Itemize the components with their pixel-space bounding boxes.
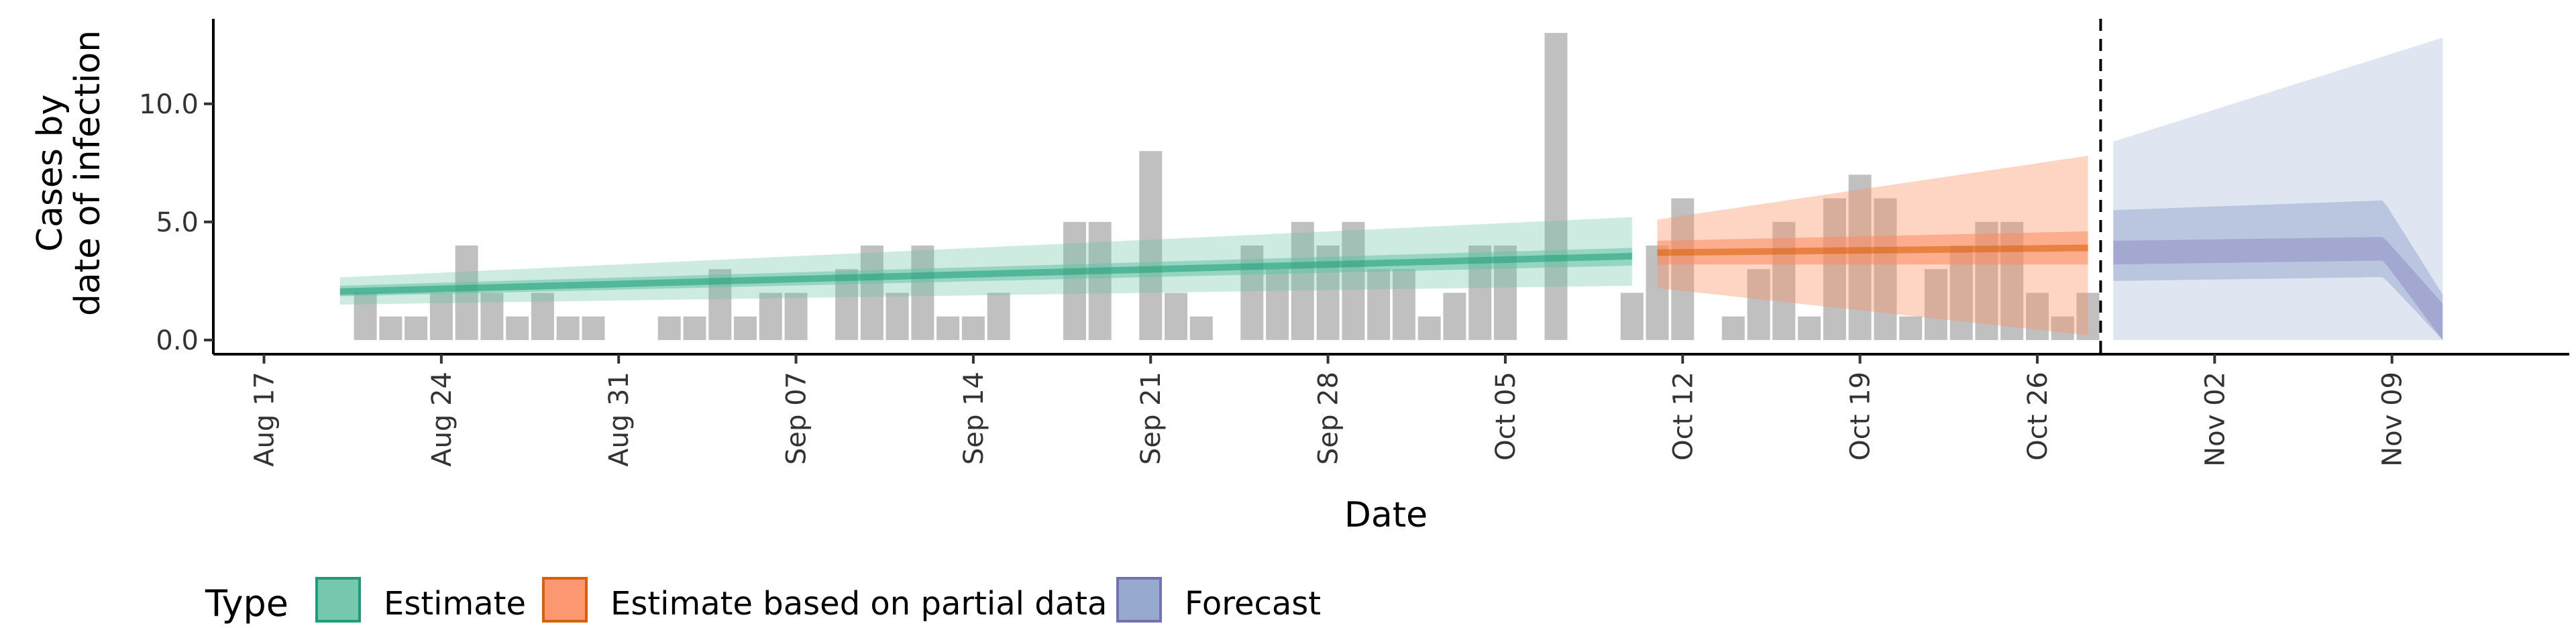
case-bar-2020-09-21 <box>1139 151 1163 340</box>
case-bar-2020-08-23 <box>405 316 428 340</box>
y-axis-title-line-1: Cases by <box>30 95 70 252</box>
case-bar-2020-09-05 <box>734 316 757 340</box>
estimate-based-on-partial-data-median-band <box>1657 244 2088 256</box>
case-bar-2020-09-02 <box>657 316 681 340</box>
case-bar-2020-08-30 <box>582 316 605 340</box>
x-axis-title: Date <box>1344 495 1428 535</box>
legend-label-forecast: Forecast <box>1185 585 1321 623</box>
legend-label-estimate-based-on-partial-data: Estimate based on partial data <box>610 585 1107 623</box>
case-bar-2020-09-23 <box>1189 316 1213 340</box>
y-axis-title: Cases by date of infection <box>30 30 108 316</box>
case-bar-2020-09-10 <box>860 246 883 340</box>
case-bar-2020-10-14 <box>1721 316 1745 340</box>
case-bar-2020-10-26 <box>2026 292 2049 340</box>
y-tick-label: 5.0 <box>156 207 199 238</box>
case-bar-2020-09-07 <box>784 292 808 340</box>
case-bar-2020-09-26 <box>1266 269 1289 340</box>
x-tick-label: Sep 28 <box>1313 372 1344 465</box>
forecast-inner-band <box>2113 200 2443 340</box>
case-bar-2020-10-18 <box>1823 198 1846 340</box>
case-bar-2020-09-29 <box>1342 221 1365 340</box>
case-bar-2020-10-27 <box>2051 316 2074 340</box>
case-bar-2020-10-28 <box>2076 292 2100 340</box>
x-tick-label: Aug 24 <box>427 372 458 467</box>
case-bar-2020-09-30 <box>1367 269 1391 340</box>
case-bar-2020-09-03 <box>683 316 706 340</box>
case-bar-2020-09-13 <box>936 316 960 340</box>
x-tick-label: Sep 14 <box>959 372 989 465</box>
case-bar-2020-10-12 <box>1671 198 1695 340</box>
case-bar-2020-10-03 <box>1443 292 1466 340</box>
case-bar-2020-10-22 <box>1924 269 1947 340</box>
case-bar-2020-10-02 <box>1417 316 1441 340</box>
case-bar-2020-08-22 <box>379 316 402 340</box>
forecast-median-band <box>2113 237 2443 340</box>
case-bar-2020-08-21 <box>354 292 377 340</box>
x-tick-label: Oct 19 <box>1845 372 1876 461</box>
case-bar-2020-08-28 <box>531 292 554 340</box>
case-bar-2020-08-27 <box>506 316 529 340</box>
x-tick-label: Nov 09 <box>2377 372 2408 467</box>
case-bar-2020-10-10 <box>1620 292 1644 340</box>
legend-key-estimate <box>315 577 361 623</box>
case-bar-2020-10-15 <box>1747 269 1770 340</box>
legend: Type Estimate Estimate based on partial d… <box>205 577 1321 625</box>
case-bar-2020-09-27 <box>1291 221 1314 340</box>
case-bar-2020-09-14 <box>961 316 985 340</box>
y-axis: 0.0 5.0 10.0 <box>139 19 215 356</box>
case-bar-2020-09-15 <box>987 292 1010 340</box>
case-bar-2020-09-12 <box>911 246 934 340</box>
forecast-outer-band <box>2113 38 2443 340</box>
y-axis-title-line-2: date of infection <box>68 30 108 316</box>
x-tick-label: Oct 26 <box>2023 372 2053 461</box>
case-bar-2020-08-26 <box>480 292 504 340</box>
legend-label-estimate: Estimate <box>384 585 526 623</box>
case-bar-2020-09-19 <box>1088 221 1112 340</box>
x-tick-label: Nov 02 <box>2200 372 2231 467</box>
case-bar-2020-09-18 <box>1063 221 1086 340</box>
legend-key-estimate-based-on-partial-data <box>542 577 588 623</box>
x-tick-label: Oct 12 <box>1668 372 1699 461</box>
x-tick-label: Sep 07 <box>782 372 812 465</box>
case-bar-2020-09-06 <box>759 292 782 340</box>
case-bar-2020-10-07 <box>1544 33 1568 340</box>
case-bar-2020-08-24 <box>429 292 453 340</box>
plot-area <box>339 19 2443 354</box>
x-tick-label: Aug 17 <box>250 372 280 467</box>
case-bar-2020-09-11 <box>885 292 909 340</box>
x-tick-label: Sep 21 <box>1136 372 1167 465</box>
case-bar-2020-10-21 <box>1899 316 1923 340</box>
y-tick-label: 10.0 <box>139 89 199 120</box>
estimate-median-band <box>339 252 1632 295</box>
y-tick-label: 0.0 <box>156 325 199 356</box>
case-bar-2020-10-01 <box>1392 269 1415 340</box>
case-bar-2020-09-22 <box>1165 292 1187 340</box>
case-bar-2020-10-20 <box>1874 198 1897 340</box>
x-axis: Aug 17 Aug 24 Aug 31 Sep 07 Sep 14 Sep 21 Sep … <box>213 353 2569 467</box>
legend-title: Type <box>205 582 288 625</box>
case-bar-2020-10-17 <box>1798 316 1821 340</box>
legend-key-forecast <box>1116 577 1162 623</box>
x-tick-label: Oct 05 <box>1491 372 1521 461</box>
case-bar-2020-08-29 <box>556 316 580 340</box>
x-tick-label: Aug 31 <box>604 372 635 467</box>
